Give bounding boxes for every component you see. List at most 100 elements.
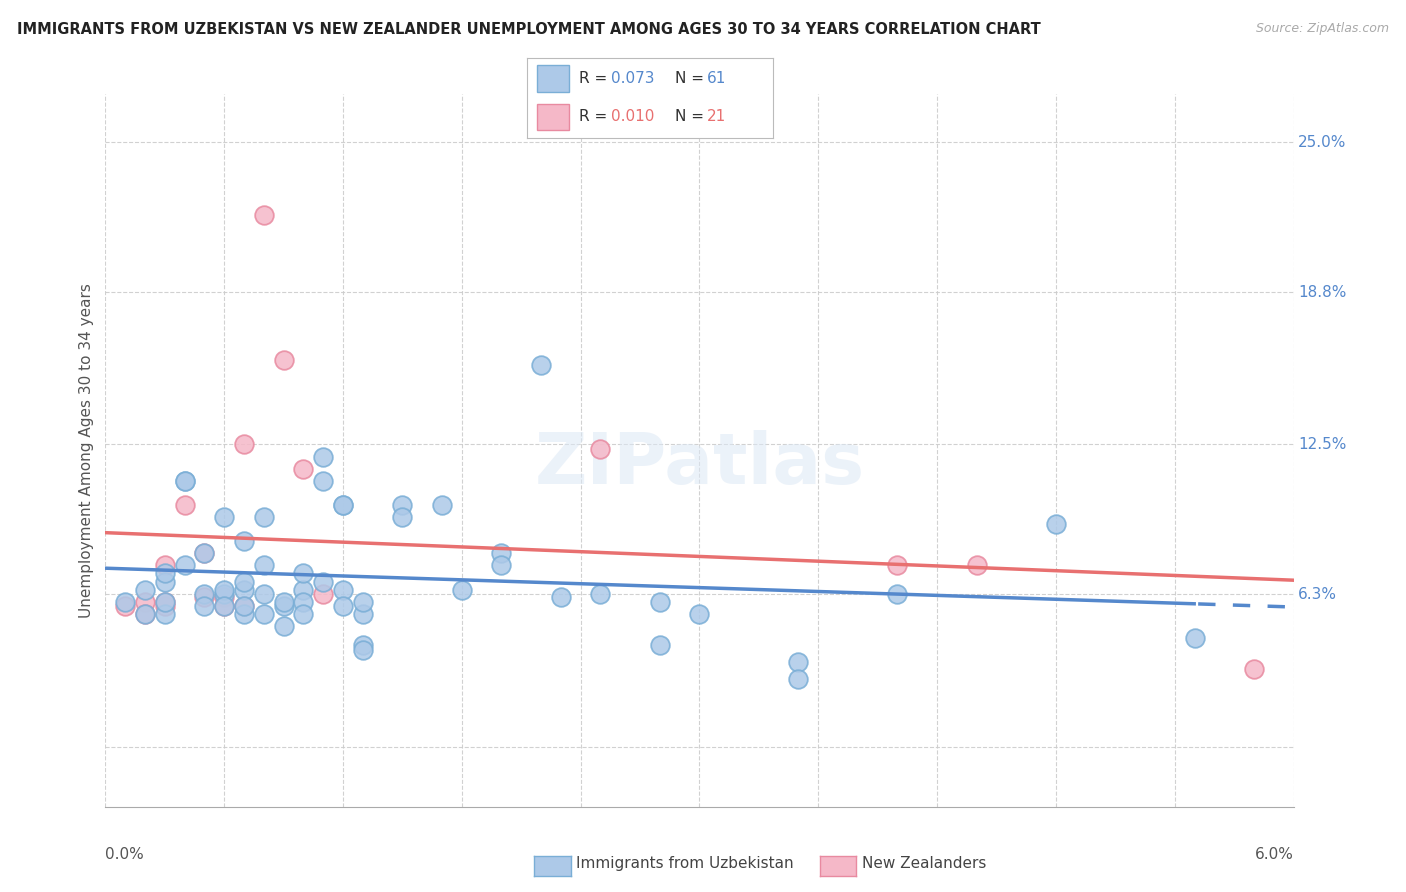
- Point: [352, 594, 374, 608]
- Point: [193, 546, 215, 560]
- Point: [153, 575, 176, 590]
- Point: [153, 594, 176, 608]
- Point: [450, 582, 472, 597]
- Point: [292, 461, 315, 475]
- Point: [1243, 662, 1265, 676]
- Point: [1045, 517, 1067, 532]
- Point: [214, 510, 236, 524]
- Point: [214, 587, 236, 601]
- Point: [233, 599, 256, 614]
- Text: 25.0%: 25.0%: [1298, 135, 1347, 150]
- Point: [233, 534, 256, 549]
- Point: [312, 474, 335, 488]
- Point: [292, 582, 315, 597]
- Point: [253, 510, 276, 524]
- Point: [193, 546, 215, 560]
- FancyBboxPatch shape: [537, 65, 569, 92]
- Point: [134, 607, 156, 621]
- Point: [134, 607, 156, 621]
- Text: R =: R =: [579, 110, 612, 125]
- Point: [589, 442, 612, 457]
- Point: [233, 575, 256, 590]
- Point: [292, 607, 315, 621]
- Point: [173, 558, 195, 573]
- Point: [1184, 631, 1206, 645]
- Text: 18.8%: 18.8%: [1298, 285, 1347, 300]
- Point: [332, 599, 354, 614]
- Point: [114, 599, 136, 614]
- Point: [292, 594, 315, 608]
- Point: [787, 672, 810, 686]
- Point: [153, 566, 176, 580]
- Point: [391, 498, 413, 512]
- Point: [114, 594, 136, 608]
- Point: [787, 655, 810, 669]
- Point: [332, 498, 354, 512]
- Point: [292, 566, 315, 580]
- Point: [352, 607, 374, 621]
- Point: [233, 607, 256, 621]
- Point: [273, 594, 295, 608]
- Text: ZIPatlas: ZIPatlas: [534, 430, 865, 500]
- Point: [233, 437, 256, 451]
- Text: 0.073: 0.073: [612, 71, 654, 86]
- Point: [886, 587, 908, 601]
- Point: [589, 587, 612, 601]
- Point: [153, 607, 176, 621]
- Point: [173, 474, 195, 488]
- Point: [273, 619, 295, 633]
- Point: [173, 474, 195, 488]
- Text: New Zealanders: New Zealanders: [862, 856, 986, 871]
- Point: [430, 498, 453, 512]
- Point: [550, 590, 572, 604]
- Point: [233, 599, 256, 614]
- Text: 0.0%: 0.0%: [105, 847, 145, 862]
- Text: IMMIGRANTS FROM UZBEKISTAN VS NEW ZEALANDER UNEMPLOYMENT AMONG AGES 30 TO 34 YEA: IMMIGRANTS FROM UZBEKISTAN VS NEW ZEALAN…: [17, 22, 1040, 37]
- Point: [193, 587, 215, 601]
- Text: Immigrants from Uzbekistan: Immigrants from Uzbekistan: [576, 856, 794, 871]
- Point: [253, 607, 276, 621]
- Point: [153, 594, 176, 608]
- Point: [312, 587, 335, 601]
- Point: [134, 582, 156, 597]
- Point: [312, 450, 335, 464]
- Point: [491, 558, 513, 573]
- FancyBboxPatch shape: [537, 103, 569, 130]
- Point: [966, 558, 988, 573]
- Point: [173, 498, 195, 512]
- Point: [214, 599, 236, 614]
- Point: [153, 599, 176, 614]
- Point: [193, 590, 215, 604]
- Point: [352, 638, 374, 652]
- Point: [886, 558, 908, 573]
- Text: 21: 21: [707, 110, 725, 125]
- Point: [233, 582, 256, 597]
- Point: [530, 358, 553, 372]
- Point: [193, 599, 215, 614]
- Point: [491, 546, 513, 560]
- Point: [689, 607, 711, 621]
- Point: [273, 599, 295, 614]
- Text: 6.3%: 6.3%: [1298, 587, 1337, 602]
- Text: 12.5%: 12.5%: [1298, 437, 1347, 452]
- Point: [648, 594, 671, 608]
- Text: N =: N =: [675, 71, 709, 86]
- Text: 61: 61: [707, 71, 727, 86]
- Point: [391, 510, 413, 524]
- Point: [332, 498, 354, 512]
- Point: [253, 587, 276, 601]
- Y-axis label: Unemployment Among Ages 30 to 34 years: Unemployment Among Ages 30 to 34 years: [79, 283, 94, 618]
- Point: [352, 643, 374, 657]
- Point: [253, 208, 276, 222]
- Point: [134, 594, 156, 608]
- Point: [648, 638, 671, 652]
- Text: 6.0%: 6.0%: [1254, 847, 1294, 862]
- Point: [273, 352, 295, 367]
- Point: [214, 590, 236, 604]
- Point: [153, 558, 176, 573]
- Point: [253, 558, 276, 573]
- Point: [214, 582, 236, 597]
- Point: [332, 582, 354, 597]
- Point: [312, 575, 335, 590]
- Point: [214, 599, 236, 614]
